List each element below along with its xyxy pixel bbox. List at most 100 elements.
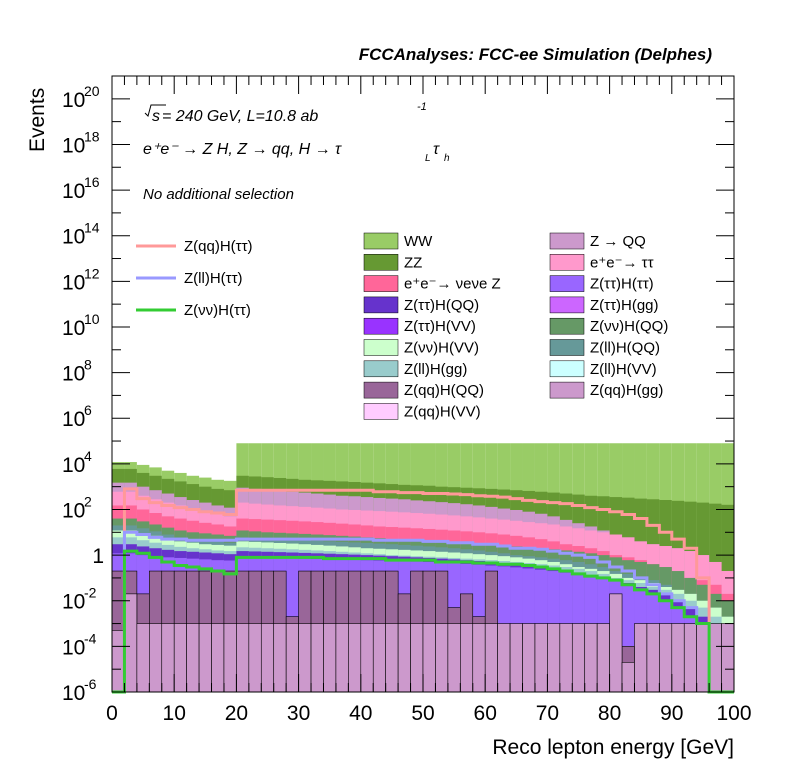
y-tick-exp-13: 20 (84, 83, 100, 99)
sparse-bar-1-1 (124, 593, 138, 693)
sqrt-variable: s (152, 108, 160, 125)
x-tick-label-6: 60 (474, 702, 497, 725)
sparse-bar-1-12 (260, 623, 275, 693)
y-tick-label-6: 10 (62, 408, 85, 431)
sparse-bar-1-0 (111, 630, 125, 693)
sparse-bar-1-47 (696, 623, 710, 693)
lumi-exponent: -1 (417, 101, 427, 113)
sparse-bar-1-15 (298, 623, 312, 693)
sparse-bar-1-37 (571, 623, 586, 693)
sparse-bar-1-46 (683, 623, 697, 693)
sparse-bar-1-16 (310, 623, 324, 693)
legend-mid-label-4: Z(ττ)H(VV) (404, 318, 476, 335)
legend-right-swatch-0 (549, 232, 585, 250)
legend-left-label-2: Z(νν)H(ττ) (184, 302, 251, 319)
legend-mid-swatch-6 (363, 360, 399, 378)
signal-line-1 (112, 530, 734, 694)
sparse-bar-1-48 (708, 623, 722, 693)
y-tick-exp-8: 10 (84, 311, 100, 327)
legend-mid-swatch-5 (363, 339, 399, 356)
x-tick-label-8: 80 (598, 702, 621, 725)
legend-right-swatch-4 (549, 317, 585, 335)
x-axis-ticks: 0 10 20 30 40 50 60 70 80 90 100 (106, 76, 752, 725)
x-tick-label-10: 100 (716, 702, 751, 725)
legend-mid-label-0: WW (404, 233, 433, 250)
sparse-bar-1-42 (634, 623, 648, 693)
sparse-bar-1-6 (186, 623, 200, 693)
sparse-bar-1-9 (223, 623, 237, 693)
sparse-bar-1-28 (460, 623, 474, 693)
sparse-bar-1-44 (659, 623, 673, 693)
legend-mid-swatch-1 (363, 254, 399, 271)
sparse-bar-1-23 (397, 623, 411, 693)
sparse-bar-1-10 (236, 623, 250, 693)
legend-mid-label-2: e⁺e⁻→ νeνe Z (404, 276, 501, 293)
legend-right-swatch-1 (549, 254, 585, 271)
legend-mid-swatch-4 (363, 317, 399, 335)
legend-mid-swatch-2 (363, 275, 399, 292)
x-tick-label-4: 40 (349, 702, 372, 725)
legend-mid-swatch-8 (363, 403, 399, 420)
y-tick-exp-4: 2 (84, 493, 92, 509)
sparse-bar-1-41 (621, 662, 635, 693)
legend-mid-swatch-0 (363, 232, 399, 250)
y-tick-exp-6: 6 (84, 402, 92, 418)
y-tick-exp-9: 12 (84, 265, 100, 281)
sparse-bar-1-38 (584, 623, 598, 693)
x-tick-label-1: 10 (163, 702, 186, 725)
legend-right-label-0: Z → QQ (590, 233, 646, 250)
sparse-bar-1-45 (671, 623, 685, 693)
y-tick-label-7: 10 (62, 363, 85, 386)
signal-lines (112, 487, 734, 694)
energy-annotation: s = 240 GeV, L=10.8 ab -1 (144, 101, 427, 125)
y-tick-label-11: 10 (62, 180, 85, 203)
legend-right-swatch-2 (549, 275, 585, 292)
y-tick-label-9: 10 (62, 271, 85, 294)
legend-right-swatch-6 (549, 360, 585, 378)
sparse-bar-1-21 (372, 623, 386, 693)
process-subscript-l: L (425, 153, 431, 164)
y-axis-label: Events (26, 88, 49, 152)
y-tick-label-12: 10 (62, 134, 85, 157)
y-tick-label-3: 1 (92, 545, 104, 568)
x-tick-label-2: 20 (225, 702, 248, 725)
legend-mid-label-1: ZZ (404, 254, 422, 271)
legend-left-label-1: Z(ll)H(ττ) (184, 270, 243, 287)
sparse-bar-1-32 (509, 623, 523, 693)
legend-left-label-0: Z(qq)H(ττ) (184, 238, 253, 255)
sparse-bar-1-11 (248, 623, 262, 693)
sparse-bar-1-5 (173, 623, 187, 693)
y-axis-ticks: 10-610-410-21102104106108101010121014101… (62, 75, 734, 705)
y-tick-label-5: 10 (62, 454, 85, 477)
energy-lumi-text: = 240 GeV, L=10.8 ab (162, 108, 318, 125)
x-tick-label-3: 30 (287, 702, 310, 725)
selection-annotation: No additional selection (143, 186, 294, 203)
legend-right-label-2: Z(ττ)H(ττ) (590, 276, 654, 293)
y-tick-label-0: 10 (62, 682, 85, 705)
legend-right-label-5: Z(ll)H(QQ) (590, 340, 660, 357)
signal-line-2 (112, 549, 734, 694)
y-tick-exp-11: 16 (84, 174, 100, 190)
sparse-bar-1-19 (348, 623, 362, 693)
legend-right-label-6: Z(ll)H(VV) (590, 361, 657, 378)
legend-right-swatch-3 (549, 296, 585, 314)
legend-right-label-3: Z(ττ)H(gg) (590, 297, 659, 314)
sparse-bar-1-4 (161, 623, 175, 693)
sparse-bar-1-34 (534, 623, 548, 693)
sparse-bar-1-7 (198, 623, 212, 693)
y-tick-label-10: 10 (62, 226, 85, 249)
x-tick-label-9: 90 (660, 702, 683, 725)
sparse-bar-1-25 (422, 623, 436, 693)
y-tick-label-1: 10 (62, 636, 85, 659)
legend-right-label-1: e⁺e⁻→ ττ (590, 254, 654, 271)
legend-mid-label-6: Z(ll)H(gg) (404, 361, 467, 378)
x-axis-label: Reco lepton energy [GeV] (492, 736, 734, 759)
y-tick-exp-2: -2 (84, 585, 97, 601)
y-tick-label-8: 10 (62, 317, 85, 340)
y-tick-exp-12: 18 (84, 128, 100, 144)
process-subscript-h: h (444, 153, 450, 164)
sparse-bar-1-27 (447, 623, 461, 693)
sparse-bar-1-22 (385, 623, 399, 693)
y-tick-exp-1: -4 (84, 630, 97, 646)
